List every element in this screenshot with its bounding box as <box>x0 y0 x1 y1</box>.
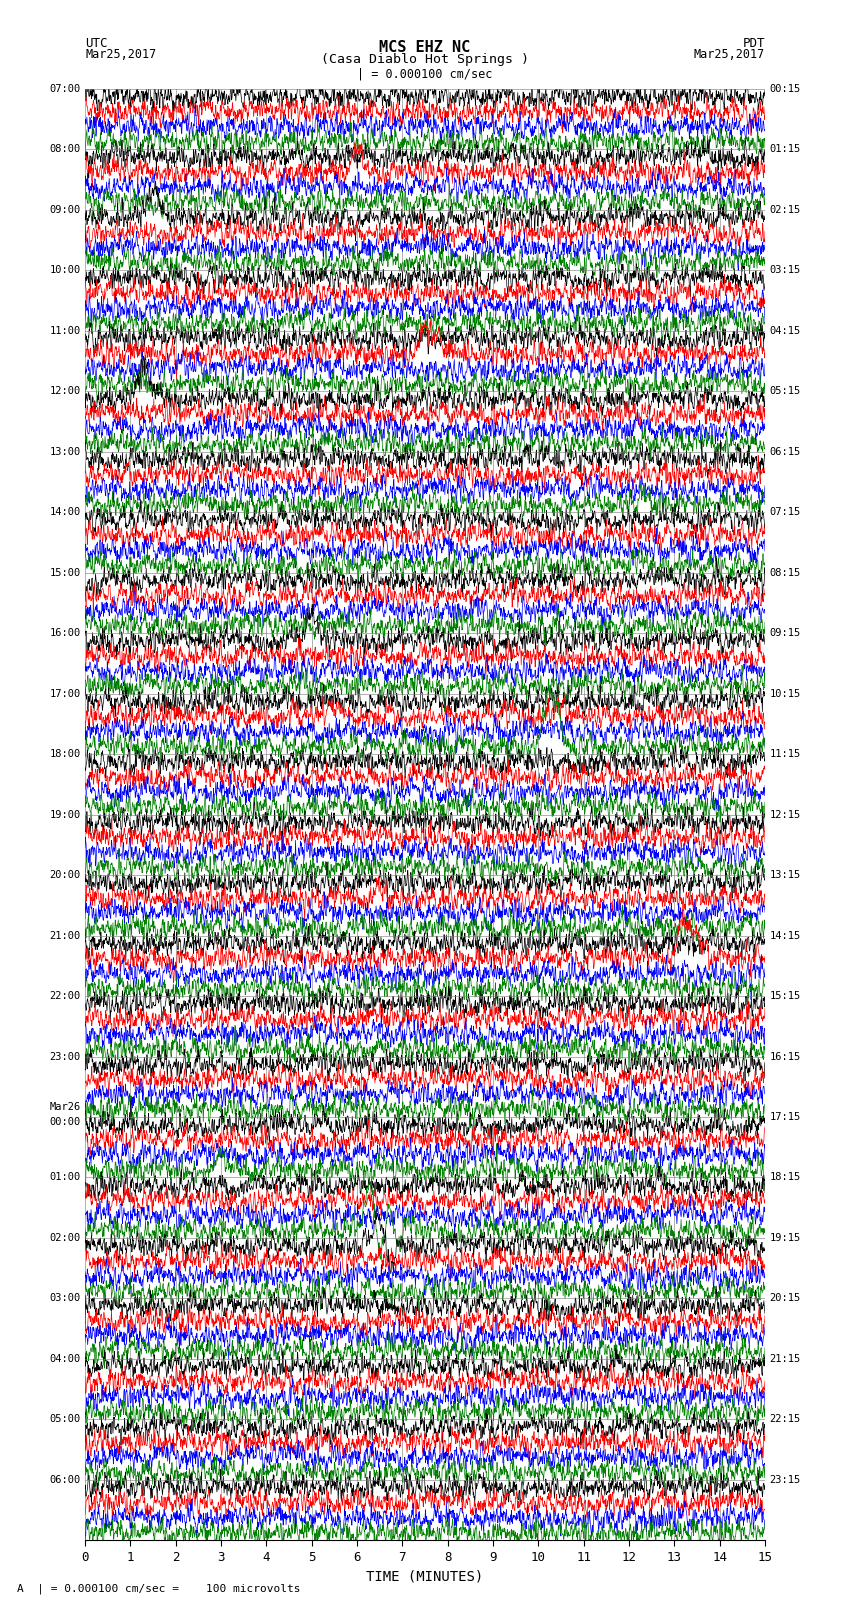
Text: 16:15: 16:15 <box>769 1052 801 1061</box>
Text: 08:15: 08:15 <box>769 568 801 577</box>
Text: 08:00: 08:00 <box>49 144 81 155</box>
Text: 01:00: 01:00 <box>49 1173 81 1182</box>
Text: 05:15: 05:15 <box>769 386 801 397</box>
Text: PDT: PDT <box>743 37 765 50</box>
Text: 13:00: 13:00 <box>49 447 81 456</box>
Text: 20:15: 20:15 <box>769 1294 801 1303</box>
Text: 03:15: 03:15 <box>769 265 801 276</box>
Text: Mar25,2017: Mar25,2017 <box>85 48 156 61</box>
Text: | = 0.000100 cm/sec: | = 0.000100 cm/sec <box>357 68 493 81</box>
Text: 12:15: 12:15 <box>769 810 801 819</box>
Text: 16:00: 16:00 <box>49 627 81 639</box>
Text: 11:00: 11:00 <box>49 326 81 336</box>
Text: 07:15: 07:15 <box>769 506 801 518</box>
Text: 09:15: 09:15 <box>769 627 801 639</box>
Text: (Casa Diablo Hot Springs ): (Casa Diablo Hot Springs ) <box>321 53 529 66</box>
Text: 19:00: 19:00 <box>49 810 81 819</box>
Text: 21:00: 21:00 <box>49 931 81 940</box>
Text: 14:15: 14:15 <box>769 931 801 940</box>
Text: 21:15: 21:15 <box>769 1353 801 1365</box>
Text: 19:15: 19:15 <box>769 1232 801 1244</box>
Text: Mar26: Mar26 <box>49 1102 81 1113</box>
Text: 10:15: 10:15 <box>769 689 801 698</box>
Text: UTC: UTC <box>85 37 107 50</box>
Text: 11:15: 11:15 <box>769 748 801 760</box>
Text: 22:15: 22:15 <box>769 1415 801 1424</box>
Text: 00:00: 00:00 <box>49 1116 81 1127</box>
Text: MCS EHZ NC: MCS EHZ NC <box>379 40 471 55</box>
Text: 17:15: 17:15 <box>769 1111 801 1123</box>
Text: 04:15: 04:15 <box>769 326 801 336</box>
Text: 23:00: 23:00 <box>49 1052 81 1061</box>
Text: 01:15: 01:15 <box>769 144 801 155</box>
Text: 07:00: 07:00 <box>49 84 81 94</box>
Text: 17:00: 17:00 <box>49 689 81 698</box>
Text: 03:00: 03:00 <box>49 1294 81 1303</box>
Text: 05:00: 05:00 <box>49 1415 81 1424</box>
Text: 18:00: 18:00 <box>49 748 81 760</box>
Text: 15:00: 15:00 <box>49 568 81 577</box>
Text: 12:00: 12:00 <box>49 386 81 397</box>
Text: A  | = 0.000100 cm/sec =    100 microvolts: A | = 0.000100 cm/sec = 100 microvolts <box>17 1582 301 1594</box>
Text: 06:15: 06:15 <box>769 447 801 456</box>
Text: 15:15: 15:15 <box>769 990 801 1002</box>
Text: 04:00: 04:00 <box>49 1353 81 1365</box>
Text: 02:15: 02:15 <box>769 205 801 215</box>
Text: 20:00: 20:00 <box>49 869 81 881</box>
Text: 23:15: 23:15 <box>769 1474 801 1486</box>
Text: Mar25,2017: Mar25,2017 <box>694 48 765 61</box>
Text: 02:00: 02:00 <box>49 1232 81 1244</box>
Text: 13:15: 13:15 <box>769 869 801 881</box>
Text: 10:00: 10:00 <box>49 265 81 276</box>
X-axis label: TIME (MINUTES): TIME (MINUTES) <box>366 1569 484 1584</box>
Text: 18:15: 18:15 <box>769 1173 801 1182</box>
Text: 00:15: 00:15 <box>769 84 801 94</box>
Text: 09:00: 09:00 <box>49 205 81 215</box>
Text: 22:00: 22:00 <box>49 990 81 1002</box>
Text: 14:00: 14:00 <box>49 506 81 518</box>
Text: 06:00: 06:00 <box>49 1474 81 1486</box>
